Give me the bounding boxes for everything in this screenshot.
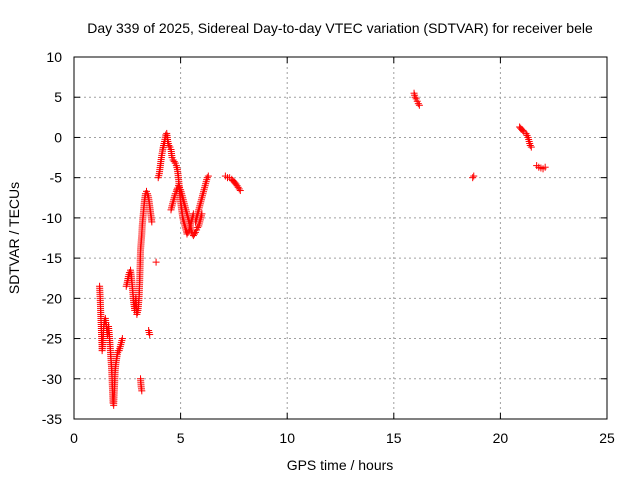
axis-ticks	[73, 56, 608, 420]
x-tick-label: 15	[386, 430, 402, 446]
data-point	[170, 158, 178, 166]
data-point	[190, 230, 198, 238]
y-tick-label: -5	[50, 170, 63, 186]
x-tick-label: 0	[70, 430, 78, 446]
data-point	[204, 172, 212, 180]
data-point	[118, 335, 126, 343]
data-point	[203, 174, 211, 182]
plot-frame	[73, 56, 608, 420]
data-point	[236, 187, 244, 195]
y-tick-label: -30	[42, 371, 62, 387]
grid-lines	[74, 57, 607, 419]
data-point	[174, 182, 182, 190]
y-tick-label: 10	[46, 49, 62, 65]
y-tick-label: -10	[42, 210, 62, 226]
x-tick-label: 20	[493, 430, 509, 446]
data-point	[235, 185, 243, 193]
data-point	[138, 387, 146, 395]
data-point	[541, 163, 549, 171]
data-points	[96, 89, 549, 409]
data-point	[411, 93, 419, 101]
data-point	[526, 141, 534, 149]
data-point	[470, 172, 478, 180]
y-tick-label: 0	[54, 129, 62, 145]
data-point	[148, 218, 156, 226]
y-tick-label: 5	[54, 89, 62, 105]
x-tick-label: 10	[279, 430, 295, 446]
x-tick-label: 25	[599, 430, 615, 446]
y-tick-label: -35	[42, 411, 62, 427]
data-point	[414, 100, 422, 108]
y-tick-label: -25	[42, 331, 62, 347]
data-point	[165, 141, 173, 149]
y-tick-labels: 10 5 0 -5 -10 -15 -20 -25 -30 -35	[42, 49, 62, 427]
y-tick-label: -20	[42, 290, 62, 306]
x-axis-label: GPS time / hours	[287, 457, 394, 473]
x-tick-labels: 0 5 10 15 20 25	[70, 430, 615, 446]
data-point	[194, 224, 202, 232]
chart-title: Day 339 of 2025, Sidereal Day-to-day VTE…	[87, 20, 593, 36]
y-axis-label: SDTVAR / TECUs	[6, 182, 22, 294]
data-point	[469, 174, 477, 182]
x-tick-label: 5	[177, 430, 185, 446]
data-point	[146, 331, 154, 339]
data-point	[527, 143, 535, 151]
data-point	[152, 258, 160, 266]
data-point	[415, 101, 423, 109]
y-tick-label: -15	[42, 250, 62, 266]
